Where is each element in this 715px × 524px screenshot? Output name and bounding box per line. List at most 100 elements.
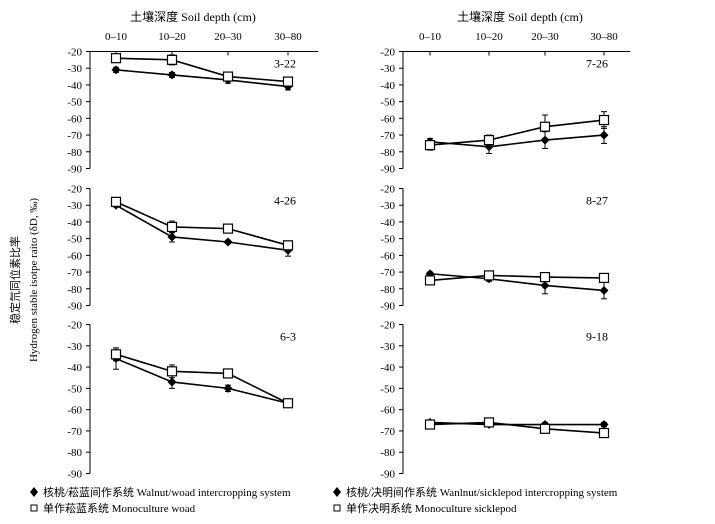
y-tick-label: -30 bbox=[380, 63, 395, 75]
panels: -20 -30 -40 -50 -60 -70 -80 -90 0–10 10–20 20–30 30… bbox=[67, 31, 630, 481]
data-point-square bbox=[598, 272, 610, 284]
y-tick-label: -40 bbox=[380, 80, 395, 92]
data-point-square bbox=[166, 366, 178, 377]
y-tick-label: -60 bbox=[380, 113, 395, 125]
series-line bbox=[115, 357, 289, 405]
y-tick-label: -40 bbox=[67, 217, 82, 229]
y-tick-label: -80 bbox=[380, 447, 395, 459]
y-tick-label: -90 bbox=[380, 469, 395, 481]
open-square-icon bbox=[30, 504, 38, 512]
y-tick-label: -30 bbox=[67, 63, 82, 75]
panel-label: 7-26 bbox=[586, 57, 608, 71]
y-tick-label: -90 bbox=[67, 469, 82, 481]
y-tick-label: -80 bbox=[67, 284, 82, 296]
panel-9-18: -20 -30 -40 -50 -60 -70 -80 -90 9-18 bbox=[380, 320, 610, 481]
y-axis-title-en-group: Hydrogen stable isotpe raito (δD, ‰) bbox=[28, 198, 40, 362]
panel-4-26: -20 -30 -40 -50 -60 -70 -80 -90 4-26 bbox=[67, 184, 296, 313]
data-point-diamond bbox=[167, 232, 177, 242]
data-point-diamond bbox=[167, 70, 177, 80]
y-tick-label: -90 bbox=[380, 164, 395, 176]
y-tick-label: -80 bbox=[380, 284, 395, 296]
y-tick-label: -40 bbox=[380, 362, 395, 374]
y-tick-label: -60 bbox=[380, 405, 395, 417]
data-point-square bbox=[539, 121, 551, 132]
data-point-square bbox=[110, 349, 122, 360]
y-tick-label: -50 bbox=[380, 97, 395, 109]
y-tick-label: -20 bbox=[67, 47, 82, 59]
y-tick-label: -70 bbox=[380, 130, 395, 142]
y-tick-label: -30 bbox=[67, 200, 82, 212]
data-point-square bbox=[282, 76, 294, 87]
series-line bbox=[429, 274, 605, 282]
data-point-square bbox=[424, 140, 436, 151]
data-point-square bbox=[483, 134, 495, 146]
y-tick-label: -50 bbox=[67, 234, 82, 246]
data-point-square bbox=[424, 419, 436, 430]
x-tick-label: 10–20 bbox=[158, 31, 186, 43]
y-tick-label: -40 bbox=[67, 362, 82, 374]
y-axis-title-en: Hydrogen stable isotpe raito (δD, ‰) bbox=[28, 198, 40, 362]
panel-6-3: -20 -30 -40 -50 -60 -70 -80 -90 6-3 bbox=[67, 320, 296, 481]
legend: 核桃/菘蓝间作系统 Walnut/woad intercropping syst… bbox=[30, 485, 618, 515]
panel-label: 6-3 bbox=[280, 330, 296, 344]
data-point-square bbox=[282, 240, 294, 251]
series-line bbox=[429, 134, 605, 148]
legend-label-mono-woad: 单作菘蓝系统 Monoculture woad bbox=[43, 502, 196, 515]
x-axis-title-right: 土壤深度 Soil depth (cm) bbox=[457, 9, 583, 24]
series-line bbox=[429, 421, 605, 434]
y-tick-label: -70 bbox=[67, 267, 82, 279]
y-tick-label: -40 bbox=[67, 80, 82, 92]
panel-8-27: -20 -30 -40 -50 -60 -70 -80 -90 8-27 bbox=[380, 184, 610, 313]
y-tick-label: -50 bbox=[380, 234, 395, 246]
y-tick-label: -40 bbox=[380, 217, 395, 229]
data-point-square bbox=[483, 270, 495, 281]
x-tick-label: 30–80 bbox=[274, 31, 302, 43]
y-tick-label: -70 bbox=[67, 130, 82, 142]
y-tick-label: -60 bbox=[67, 250, 82, 262]
panel-7-26: -20 -30 -40 -50 -60 -70 -80 -90 0–10 10–20 20–30 30… bbox=[380, 31, 630, 176]
series-line bbox=[115, 57, 289, 83]
y-tick-label: -20 bbox=[380, 184, 395, 196]
data-point-diamond bbox=[540, 135, 550, 145]
data-point-square bbox=[598, 114, 610, 126]
y-tick-label: -60 bbox=[67, 113, 82, 125]
legend-label-mono-sicklepod: 单作决明系统 Monoculture sicklepod bbox=[346, 502, 517, 515]
data-point-diamond bbox=[111, 65, 121, 75]
panel-3-22: -20 -30 -40 -50 -60 -70 -80 -90 0–10 10–20 20–30 30… bbox=[67, 31, 318, 176]
y-axis-title-cn-group: 稳定氘同位素比率 bbox=[8, 236, 22, 324]
data-point-square bbox=[166, 54, 178, 65]
data-point-square bbox=[222, 368, 234, 379]
data-point-square bbox=[222, 71, 234, 82]
y-tick-label: -20 bbox=[380, 47, 395, 59]
filled-diamond-icon bbox=[333, 487, 341, 497]
y-tick-label: -80 bbox=[67, 147, 82, 159]
data-point-square bbox=[222, 223, 234, 234]
data-point-square bbox=[483, 417, 495, 428]
legend-item-mono-woad: 单作菘蓝系统 Monoculture woad bbox=[30, 502, 196, 515]
series-line bbox=[115, 204, 289, 252]
legend-item-mono-sicklepod: 单作决明系统 Monoculture sicklepod bbox=[333, 502, 517, 515]
y-tick-label: -20 bbox=[380, 320, 395, 332]
y-tick-label: -20 bbox=[67, 184, 82, 196]
series-line bbox=[429, 272, 605, 292]
panel-label: 4-26 bbox=[274, 194, 296, 208]
series-line bbox=[115, 353, 289, 404]
y-tick-label: -80 bbox=[67, 447, 82, 459]
y-tick-label: -70 bbox=[380, 426, 395, 438]
y-tick-label: -90 bbox=[67, 164, 82, 176]
y-tick-label: -70 bbox=[67, 426, 82, 438]
y-tick-label: -30 bbox=[67, 341, 82, 353]
y-tick-label: -60 bbox=[67, 405, 82, 417]
legend-item-walnut-sicklepod: 核桃/决明间作系统 Wanlnut/sicklepod intercroppin… bbox=[333, 485, 618, 499]
y-tick-label: -30 bbox=[380, 341, 395, 353]
data-point-square bbox=[598, 427, 610, 439]
data-point-square bbox=[282, 398, 294, 409]
x-axis-title-left: 土壤深度 Soil depth (cm) bbox=[130, 9, 256, 24]
y-tick-label: -60 bbox=[380, 250, 395, 262]
data-point-diamond bbox=[223, 237, 233, 247]
x-tick-label: 0–10 bbox=[419, 31, 442, 43]
y-tick-label: -50 bbox=[67, 97, 82, 109]
data-point-diamond bbox=[599, 285, 609, 295]
